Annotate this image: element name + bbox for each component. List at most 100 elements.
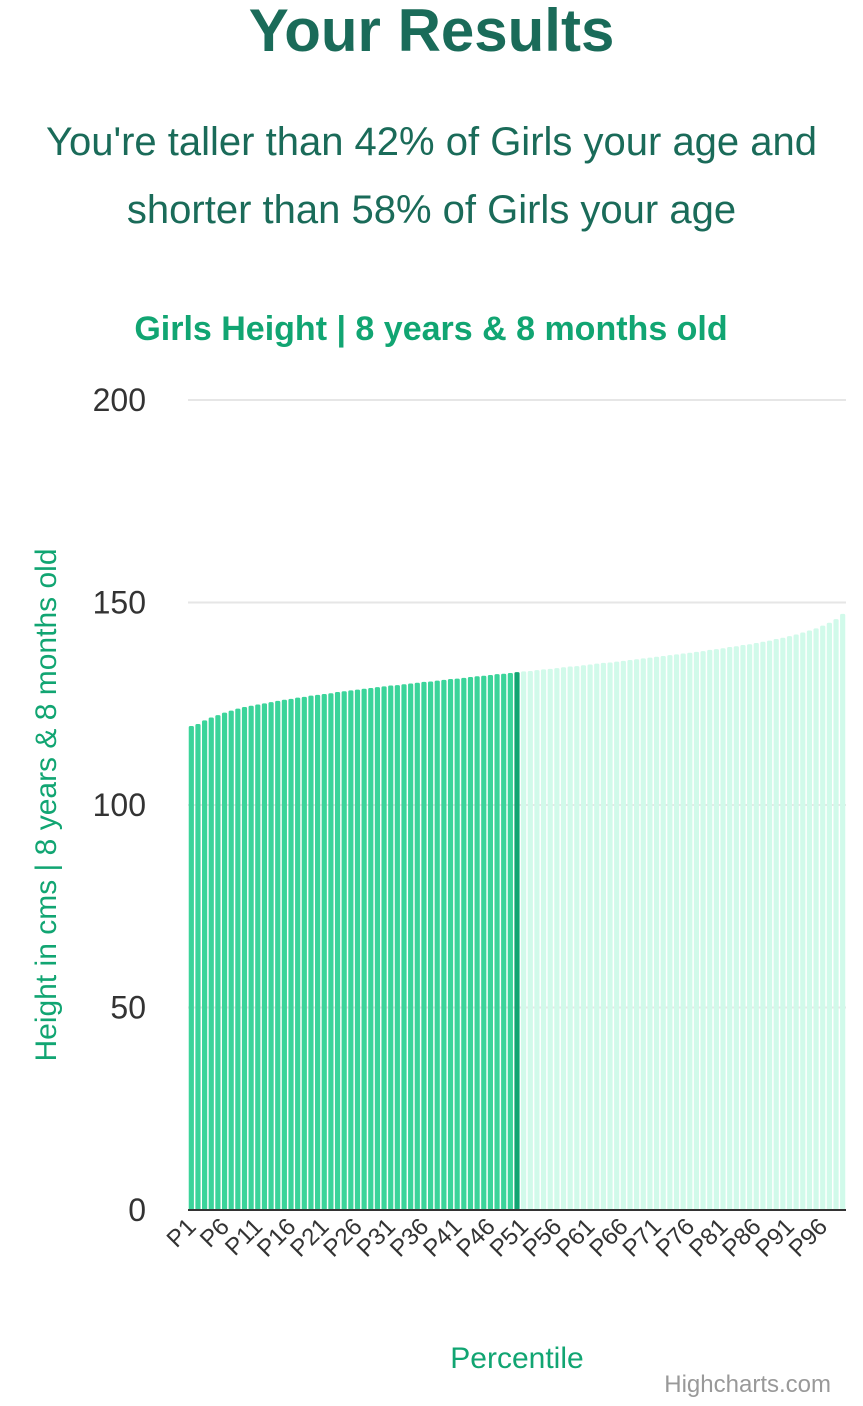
bar-p19[interactable] [308,695,314,1210]
bar-p80[interactable] [713,649,719,1210]
bar-p22[interactable] [328,693,334,1210]
bar-p41[interactable] [454,678,460,1210]
bar-p65[interactable] [614,661,620,1210]
bar-p14[interactable] [275,700,281,1210]
bar-p57[interactable] [560,667,567,1210]
bar-p16[interactable] [288,698,294,1210]
bar-p84[interactable] [740,645,746,1210]
bar-p33[interactable] [401,684,407,1210]
bar-p91[interactable] [786,636,793,1210]
bar-p17[interactable] [295,697,301,1210]
bar-p40[interactable] [447,679,454,1210]
bar-p35[interactable] [414,682,420,1210]
bar-p10[interactable] [248,705,254,1210]
bar-p55[interactable] [547,668,553,1210]
bar-p29[interactable] [374,687,381,1210]
bar-p81[interactable] [720,648,726,1210]
bar-p48[interactable] [501,673,507,1210]
bar-p44[interactable] [474,676,480,1210]
bar-p97[interactable] [826,622,832,1210]
bar-p75[interactable] [680,653,686,1210]
bar-p90[interactable] [780,637,786,1210]
bar-p46[interactable] [487,675,493,1210]
bar-p94[interactable] [806,630,813,1210]
bar-p82[interactable] [727,647,733,1210]
bar-p95[interactable] [813,628,819,1210]
bar-p27[interactable] [361,688,367,1210]
bar-p43[interactable] [467,677,474,1210]
bar-p98[interactable] [833,619,839,1210]
bar-p30[interactable] [381,686,387,1210]
bar-p42[interactable] [461,677,467,1210]
bar-p9[interactable] [241,706,248,1210]
bar-p74[interactable] [673,654,680,1210]
bar-p21[interactable] [321,694,327,1210]
bar-p71[interactable] [653,656,660,1210]
bar-p64[interactable] [607,662,613,1210]
bar-p68[interactable] [634,659,640,1210]
bar-p36[interactable] [421,681,427,1210]
bar-p52[interactable] [527,670,533,1210]
bar-p61[interactable] [587,664,593,1210]
bar-p13[interactable] [268,702,274,1210]
bar-p49[interactable] [507,672,513,1210]
bar-p73[interactable] [667,655,673,1210]
bar-p34[interactable] [408,683,414,1211]
bar-p93[interactable] [800,632,806,1210]
bar-p23[interactable] [334,692,341,1210]
bar-p66[interactable] [620,660,626,1210]
bar-p70[interactable] [647,657,653,1210]
bar-p77[interactable] [693,651,700,1210]
bar-p8[interactable] [235,708,241,1210]
bar-p4[interactable] [208,717,214,1210]
bar-p2[interactable] [195,724,201,1210]
bar-p32[interactable] [394,685,400,1210]
bar-p24[interactable] [341,691,347,1210]
bar-p87[interactable] [760,641,766,1210]
bar-p51[interactable] [521,671,527,1210]
bar-p7[interactable] [228,710,234,1210]
bar-p54[interactable] [540,669,547,1210]
bar-p18[interactable] [301,696,307,1210]
bar-p11[interactable] [255,704,261,1210]
bar-p15[interactable] [281,699,287,1210]
bar-p89[interactable] [773,638,779,1210]
bar-p69[interactable] [640,658,646,1210]
bar-p39[interactable] [441,679,447,1210]
bar-p31[interactable] [388,685,394,1210]
bar-p79[interactable] [707,649,713,1210]
bar-p37[interactable] [428,681,434,1210]
bar-p58[interactable] [567,666,573,1210]
bar-p99[interactable] [840,613,846,1210]
bar-p67[interactable] [627,660,633,1210]
bar-p6[interactable] [221,712,228,1210]
bar-p20[interactable] [315,694,321,1210]
bar-p50[interactable] [514,672,520,1210]
bar-p86[interactable] [753,643,759,1210]
bar-p53[interactable] [534,670,540,1210]
bar-p96[interactable] [820,625,826,1210]
bar-p63[interactable] [600,662,606,1210]
bar-p72[interactable] [660,655,666,1210]
bar-p59[interactable] [574,666,580,1210]
bar-p92[interactable] [793,634,799,1211]
bar-p78[interactable] [700,651,706,1210]
bar-p85[interactable] [747,644,753,1210]
bar-p25[interactable] [348,690,354,1210]
bar-p83[interactable] [733,646,739,1210]
highcharts-credit[interactable]: Highcharts.com [664,1371,831,1398]
bar-p45[interactable] [481,675,487,1210]
bar-p1[interactable] [188,726,194,1210]
bar-p76[interactable] [687,652,693,1210]
bar-p62[interactable] [594,663,600,1210]
bar-p38[interactable] [434,680,440,1210]
bar-p3[interactable] [202,720,208,1210]
bar-p56[interactable] [554,668,560,1210]
bar-p12[interactable] [261,703,268,1210]
bar-p5[interactable] [215,715,221,1210]
bar-p88[interactable] [766,640,773,1210]
bar-p28[interactable] [368,687,374,1210]
bar-p47[interactable] [494,674,500,1210]
bar-p26[interactable] [354,689,361,1210]
bar-p60[interactable] [580,665,587,1210]
